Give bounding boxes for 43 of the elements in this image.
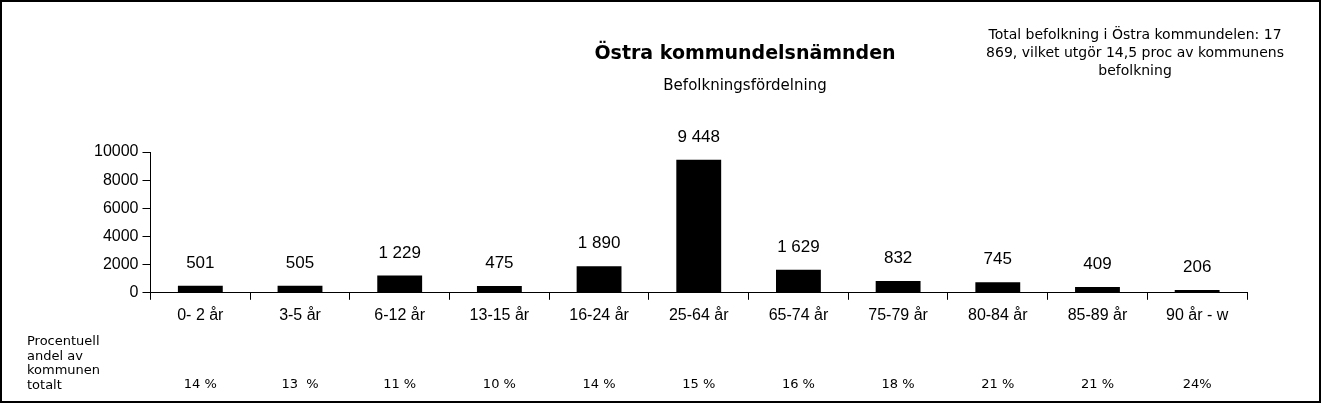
x-tick-label: 16-24 år [569, 305, 630, 323]
x-tick-label: 80-84 år [968, 305, 1029, 323]
text: Total befolkning i Östra kommundelen: 17 869, vilket utgör 14,5 proc av kommunens befolkning [986, 24, 1284, 78]
x-tick-label: 6-12 år [374, 305, 426, 323]
data-label: 1 229 [378, 242, 421, 262]
x-tick-label: 65-74 år [768, 305, 829, 323]
x-tick-label: 0- 2 år [177, 305, 225, 323]
y-tick-label: 0 [129, 283, 139, 301]
text: 18 % [881, 376, 915, 392]
text: 10 % [482, 376, 516, 392]
y-tick-label: 8000 [102, 170, 139, 188]
text: 21 % [981, 376, 1015, 392]
text: 14 % [183, 376, 217, 392]
x-tick-label: 13-15 år [469, 305, 530, 323]
data-label: 1 629 [777, 237, 820, 257]
text: 24% [1182, 376, 1212, 392]
x-tick-label: 90 år - w [1166, 305, 1229, 323]
data-label: 475 [485, 253, 514, 273]
text: Procentuell andel av kommunen totalt [27, 333, 101, 392]
chart-subtitle: Befolkningsfördelning [663, 75, 827, 94]
y-tick-label: 6000 [102, 198, 139, 216]
data-label: 1 890 [577, 233, 621, 253]
x-tick-label: 25-64 år [668, 305, 730, 323]
data-label: 206 [1182, 257, 1212, 277]
data-label: 505 [285, 252, 315, 272]
text: 15 % [682, 376, 716, 392]
x-tick-label: 85-89 år [1067, 305, 1128, 323]
chart-title: Östra kommundelsnämnden [594, 39, 896, 63]
text: 11 % [383, 376, 417, 392]
data-label: 9 448 [677, 126, 721, 146]
y-tick-label: 10000 [93, 142, 139, 160]
y-tick-label: 4000 [102, 226, 139, 244]
data-label: 409 [1083, 254, 1112, 274]
text: 21 % [1080, 376, 1114, 392]
data-label: 832 [883, 248, 913, 268]
text: 16 % [781, 376, 815, 392]
text: 14 % [582, 376, 616, 392]
x-tick-label: 75-79 år [868, 305, 929, 323]
data-label: 745 [983, 249, 1012, 269]
text: 13 % [281, 376, 319, 392]
y-tick-label: 2000 [102, 255, 139, 273]
x-tick-label: 3-5 år [279, 305, 322, 323]
data-label: 501 [186, 252, 215, 272]
